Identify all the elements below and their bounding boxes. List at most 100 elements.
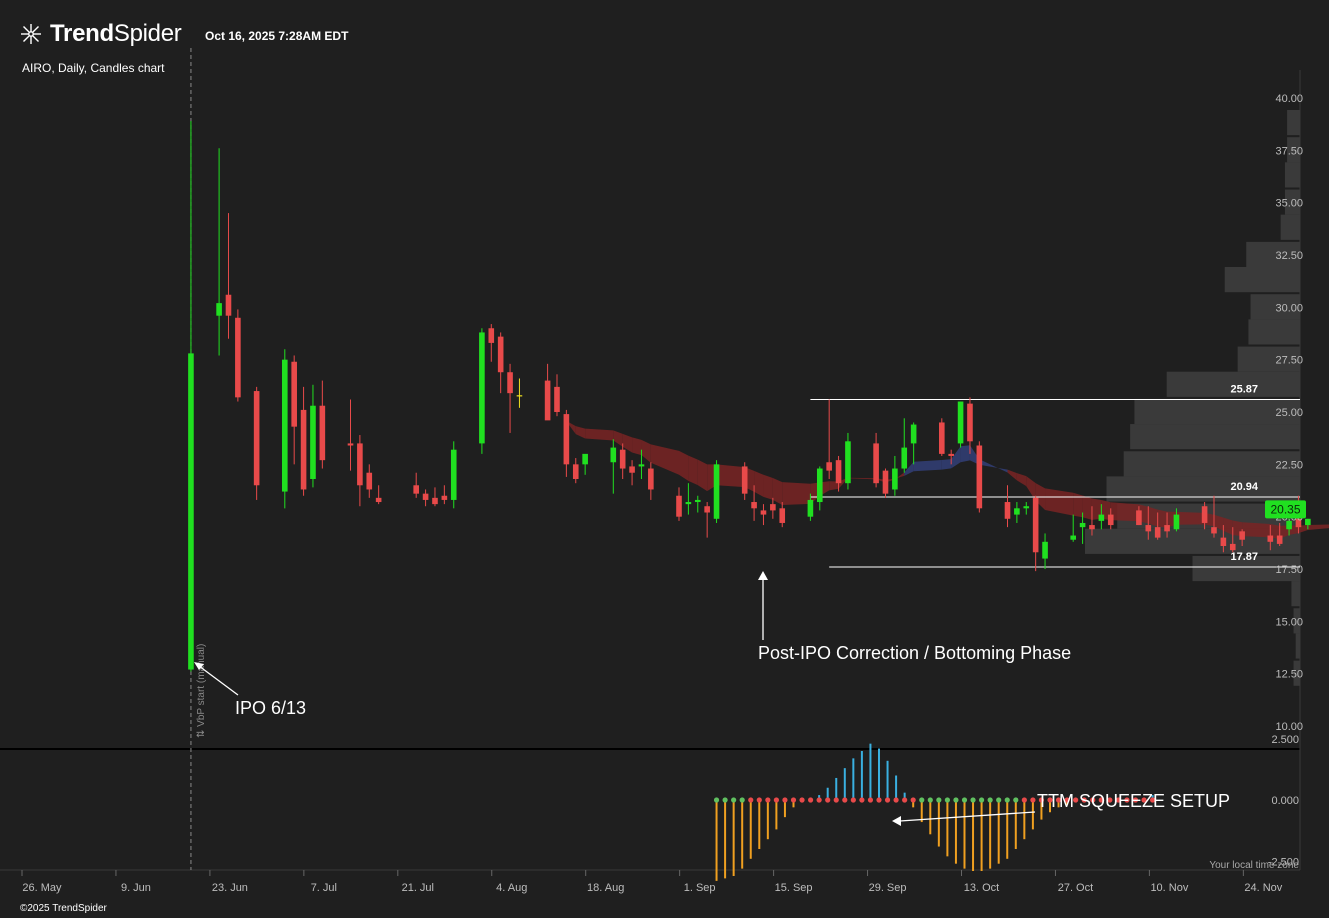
candle-body xyxy=(629,466,635,473)
ema-cloud-segment xyxy=(847,477,877,480)
squeeze-dot xyxy=(919,797,925,803)
timezone-note: Your local time zone xyxy=(1209,860,1299,871)
candle-body xyxy=(845,441,851,484)
squeeze-dot xyxy=(748,797,754,803)
candle-body xyxy=(648,468,654,490)
ema-cloud-segment xyxy=(1270,524,1280,539)
vbp-bar xyxy=(1287,137,1300,163)
ema-cloud-segment xyxy=(913,459,942,472)
squeeze-dot xyxy=(1124,797,1130,803)
candle-body xyxy=(1070,535,1076,540)
candle-body xyxy=(488,328,495,343)
squeeze-tick-label: -2.500 xyxy=(1268,856,1299,868)
candle-body xyxy=(582,453,588,465)
candle-body xyxy=(413,485,419,494)
squeeze-arrow-line xyxy=(899,811,1036,822)
ema-cloud-segment xyxy=(1176,511,1205,525)
candle-body xyxy=(319,405,326,461)
candle-body xyxy=(1220,537,1227,546)
support-resistance-levels[interactable]: 25.87 20.94 17.87 xyxy=(810,383,1300,568)
squeeze-dot xyxy=(756,797,762,803)
squeeze-dot xyxy=(953,797,959,803)
date-tick-label: 13. Oct xyxy=(964,882,999,894)
price-tick-label: 15.00 xyxy=(1275,616,1303,628)
candle-body xyxy=(939,422,945,454)
ema-cloud-segment xyxy=(632,437,642,456)
date-tick-label: 24. Nov xyxy=(1244,882,1282,894)
ema-cloud-segment xyxy=(716,464,745,488)
squeeze-dot xyxy=(978,797,985,803)
candle-body xyxy=(1032,497,1039,553)
ema-cloud-segment xyxy=(1045,488,1074,516)
ipo-arrow-head xyxy=(194,662,204,670)
candle-body xyxy=(835,460,842,484)
squeeze-dot xyxy=(1149,797,1156,803)
vbp-bar xyxy=(1280,214,1300,240)
annotations[interactable]: IPO 6/13 Post-IPO Correction / Bottoming … xyxy=(194,571,1230,826)
ema-cloud-segment xyxy=(782,482,811,506)
candle-body xyxy=(563,414,570,465)
candle-body xyxy=(216,303,222,316)
squeeze-dot xyxy=(970,797,976,803)
squeeze-arrow-head xyxy=(892,816,901,826)
price-tick-label: 12.50 xyxy=(1275,669,1303,681)
ema-cloud-segment xyxy=(1091,498,1102,520)
squeeze-tick-label: 0.000 xyxy=(1271,795,1299,807)
vbp-bar xyxy=(1284,162,1300,188)
candle-body xyxy=(957,401,964,444)
vbp-bar xyxy=(1123,451,1300,477)
candle-body xyxy=(1023,506,1030,509)
vbp-bar xyxy=(1293,660,1300,686)
candle-body xyxy=(1014,508,1020,515)
price-tick-label: 25.00 xyxy=(1275,407,1303,419)
candle-body xyxy=(441,495,448,500)
candle-body xyxy=(1286,520,1292,530)
vbp-start-label: ⇅ VbP start (manual) xyxy=(196,644,207,738)
candle-body xyxy=(554,386,560,412)
copyright: ©2025 TrendSpider xyxy=(20,903,107,914)
candle-body xyxy=(976,445,983,509)
price-tick-label: 10.00 xyxy=(1275,721,1303,733)
brand-name-bold: Trend xyxy=(50,20,114,47)
squeeze-dot xyxy=(961,797,968,803)
candle-body xyxy=(619,449,626,469)
squeeze-dot xyxy=(910,797,916,803)
squeeze-dot xyxy=(1073,797,1079,803)
last-price-label: 20.35 xyxy=(1270,502,1300,516)
candle-body xyxy=(882,470,889,494)
candles xyxy=(188,120,1311,672)
squeeze-dot xyxy=(884,797,891,803)
candle-body xyxy=(1089,525,1095,530)
candle-body xyxy=(1042,541,1048,559)
squeeze-dot xyxy=(987,797,993,803)
vbp-bar xyxy=(1284,189,1300,215)
squeeze-dot xyxy=(859,797,865,803)
squeeze-dot xyxy=(722,797,728,803)
ema-cloud-segment xyxy=(772,478,783,506)
date-tick-label: 4. Aug xyxy=(496,882,527,894)
ema-cloud-segment xyxy=(763,474,773,500)
date-tick-label: 27. Oct xyxy=(1058,882,1093,894)
level-label: 20.94 xyxy=(1230,481,1258,493)
candle-body xyxy=(713,464,720,519)
squeeze-dot xyxy=(996,797,1002,803)
candle-body xyxy=(1267,535,1274,542)
candle-body xyxy=(1136,510,1142,526)
candle-body xyxy=(910,424,917,444)
vbp-bar xyxy=(1237,346,1300,372)
vbp-bar xyxy=(1295,633,1300,659)
ema-cloud-segment xyxy=(941,459,952,470)
ema-cloud-segment xyxy=(679,450,689,481)
squeeze-dot xyxy=(1107,797,1113,803)
candle-body xyxy=(1239,531,1245,540)
squeeze-axis: 2.500 0.000 -2.500 xyxy=(1268,734,1299,869)
squeeze-dot xyxy=(790,797,797,803)
candle-body xyxy=(770,504,776,511)
squeeze-dot xyxy=(1115,797,1121,803)
squeeze-dot xyxy=(1047,797,1053,803)
last-price-tag: 20.35 xyxy=(1265,500,1306,519)
level-label: 17.87 xyxy=(1230,551,1258,563)
candle-body xyxy=(1173,514,1180,530)
ema-cloud xyxy=(566,420,1329,539)
